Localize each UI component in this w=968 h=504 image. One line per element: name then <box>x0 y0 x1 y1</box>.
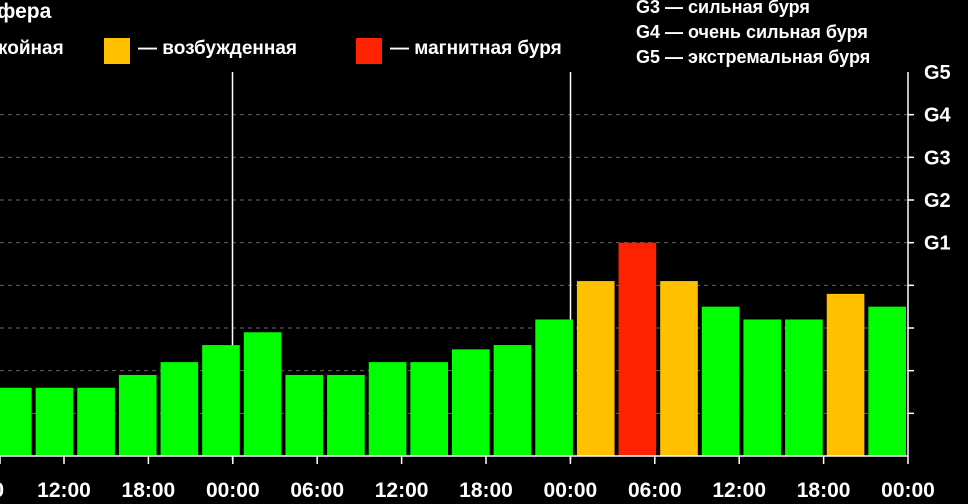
kp-bar <box>368 362 407 456</box>
kp-bar <box>535 319 573 456</box>
kp-bar <box>452 349 490 456</box>
g-scale-g3: G3 — сильная буря <box>636 0 810 17</box>
y-tick-label: G2 <box>924 190 951 212</box>
kp-bar <box>77 387 115 456</box>
legend-storm-swatch <box>356 38 382 64</box>
x-tick-label: 06:00 <box>290 479 344 502</box>
y-tick-label: G3 <box>924 147 951 169</box>
x-tick-label: 00:00 <box>544 479 598 502</box>
kp-bar <box>202 345 240 456</box>
legend-quiet-label: койная <box>0 38 64 59</box>
x-tick-label: 12:00 <box>37 479 91 502</box>
kp-bar <box>35 387 74 456</box>
x-tick-label: 00:00 <box>881 479 935 502</box>
x-tick-label: 00:00 <box>206 479 260 502</box>
kp-bar <box>285 374 324 456</box>
x-tick-label: 18:00 <box>459 479 513 502</box>
kp-bar <box>410 362 448 456</box>
kp-bar <box>618 242 657 456</box>
y-tick-label: G4 <box>924 105 952 127</box>
x-tick-label: 18:00 <box>797 479 851 502</box>
kp-bar <box>576 281 615 456</box>
kp-bar <box>243 332 282 456</box>
legend-active-swatch <box>104 38 130 64</box>
kp-bar <box>743 319 782 456</box>
g-scale-g5: G5 — экстремальная буря <box>636 47 871 67</box>
x-tick-label: 0 <box>0 479 4 502</box>
kp-bar <box>660 281 698 456</box>
g-scale-g4: G4 — очень сильная буря <box>636 22 868 42</box>
y-tick-label: G1 <box>924 233 951 255</box>
y-tick-label: G5 <box>924 62 951 84</box>
kp-bar <box>868 306 906 456</box>
legend-storm-label: — магнитная буря <box>390 38 562 59</box>
kp-bar <box>701 306 740 456</box>
kp-bar <box>118 374 157 456</box>
kp-bar <box>826 293 865 456</box>
x-tick-label: 12:00 <box>375 479 429 502</box>
kp-bar <box>785 319 823 456</box>
kp-bar <box>160 362 199 456</box>
kp-bar <box>327 374 365 456</box>
kp-bar <box>493 345 532 456</box>
x-tick-label: 18:00 <box>122 479 176 502</box>
kp-bar <box>0 387 32 456</box>
legend-active-label: — возбужденная <box>138 38 298 59</box>
x-tick-label: 12:00 <box>712 479 766 502</box>
x-tick-label: 06:00 <box>628 479 682 502</box>
chart-title: фера <box>0 0 52 23</box>
